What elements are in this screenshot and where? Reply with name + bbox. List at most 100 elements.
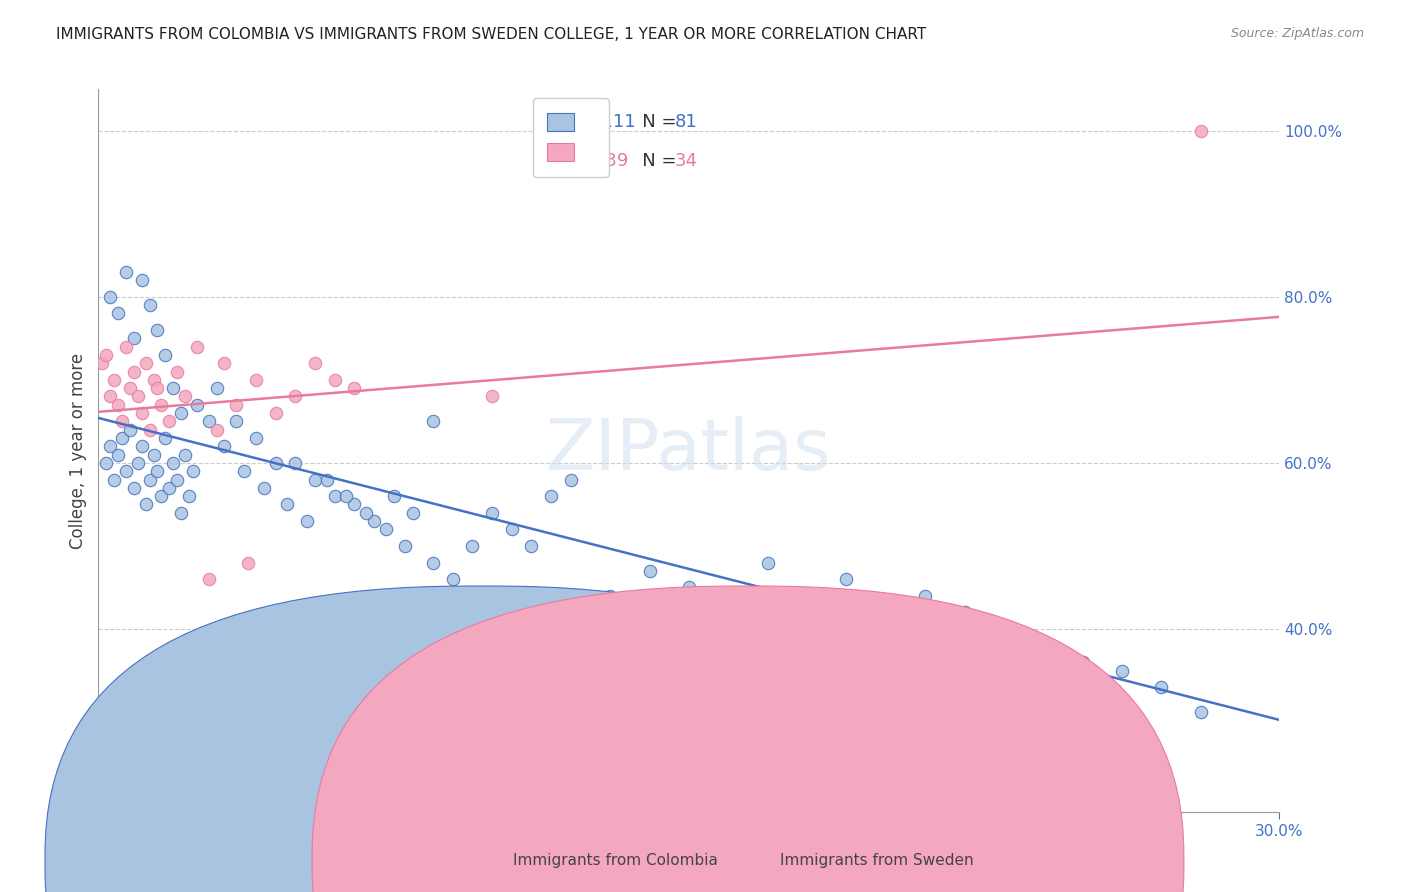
Point	[96, 456, 118, 470]
Point	[560, 473, 582, 487]
Point	[111, 431, 134, 445]
Point	[264, 406, 287, 420]
Point	[422, 556, 444, 570]
Text: ZIPatlas: ZIPatlas	[546, 416, 832, 485]
Point	[343, 381, 366, 395]
Point	[118, 381, 141, 395]
Text: -0.111: -0.111	[578, 112, 636, 131]
Point	[363, 514, 385, 528]
Point	[481, 506, 503, 520]
Point	[186, 398, 208, 412]
Point	[107, 448, 129, 462]
Point	[756, 556, 779, 570]
Point	[343, 498, 366, 512]
Point	[382, 489, 405, 503]
Point	[1150, 680, 1173, 694]
Point	[122, 365, 145, 379]
Point	[107, 398, 129, 412]
Point	[1189, 124, 1212, 138]
Point	[146, 381, 169, 395]
Point	[146, 323, 169, 337]
Point	[118, 423, 141, 437]
Point	[146, 464, 169, 478]
Point	[181, 464, 204, 478]
Point	[245, 373, 267, 387]
Point	[214, 356, 236, 370]
Point	[315, 473, 337, 487]
Point	[174, 448, 197, 462]
Text: N =: N =	[626, 112, 682, 131]
Point	[170, 506, 193, 520]
Point	[135, 356, 157, 370]
Point	[225, 414, 247, 428]
Point	[284, 389, 307, 403]
Point	[142, 373, 165, 387]
Point	[678, 581, 700, 595]
Point	[402, 506, 425, 520]
Point	[1032, 639, 1054, 653]
Point	[953, 606, 976, 620]
Point	[138, 473, 160, 487]
Point	[127, 389, 149, 403]
Point	[170, 406, 193, 420]
Point	[236, 556, 259, 570]
Point	[245, 431, 267, 445]
Point	[197, 414, 219, 428]
Point	[186, 340, 208, 354]
Point	[103, 473, 125, 487]
Text: Immigrants from Sweden: Immigrants from Sweden	[780, 854, 974, 868]
Point	[162, 456, 184, 470]
Point	[98, 389, 121, 403]
Point	[157, 481, 180, 495]
Point	[335, 489, 357, 503]
Point	[638, 564, 661, 578]
Point	[131, 406, 153, 420]
Point	[599, 589, 621, 603]
Point	[540, 489, 562, 503]
Point	[717, 606, 740, 620]
Point	[914, 589, 936, 603]
Point	[103, 373, 125, 387]
Text: R =: R =	[543, 112, 582, 131]
Point	[98, 290, 121, 304]
Point	[107, 306, 129, 320]
Text: IMMIGRANTS FROM COLOMBIA VS IMMIGRANTS FROM SWEDEN COLLEGE, 1 YEAR OR MORE CORRE: IMMIGRANTS FROM COLOMBIA VS IMMIGRANTS F…	[56, 27, 927, 42]
Point	[111, 414, 134, 428]
Point	[304, 356, 326, 370]
Point	[354, 506, 377, 520]
Point	[150, 489, 173, 503]
Y-axis label: College, 1 year or more: College, 1 year or more	[69, 352, 87, 549]
Point	[157, 414, 180, 428]
Legend:  ,  : ,	[533, 98, 609, 177]
Point	[174, 389, 197, 403]
Point	[197, 572, 219, 586]
Point	[131, 439, 153, 453]
Point	[135, 498, 157, 512]
Text: Immigrants from Colombia: Immigrants from Colombia	[513, 854, 718, 868]
Point	[127, 456, 149, 470]
Point	[96, 348, 118, 362]
Point	[374, 522, 396, 536]
Point	[122, 481, 145, 495]
FancyBboxPatch shape	[45, 586, 917, 892]
Point	[323, 373, 346, 387]
Point	[166, 473, 188, 487]
Point	[284, 456, 307, 470]
Text: N =: N =	[626, 153, 682, 170]
Point	[422, 414, 444, 428]
Point	[304, 473, 326, 487]
Point	[835, 572, 858, 586]
Point	[520, 539, 543, 553]
Text: 81: 81	[675, 112, 697, 131]
Text: 0.139: 0.139	[578, 153, 630, 170]
Point	[993, 622, 1015, 636]
Point	[678, 680, 700, 694]
Point	[214, 439, 236, 453]
Point	[177, 489, 200, 503]
Point	[461, 539, 484, 553]
Point	[253, 481, 276, 495]
Text: Source: ZipAtlas.com: Source: ZipAtlas.com	[1230, 27, 1364, 40]
Point	[138, 298, 160, 312]
Point	[205, 381, 228, 395]
Point	[115, 340, 138, 354]
